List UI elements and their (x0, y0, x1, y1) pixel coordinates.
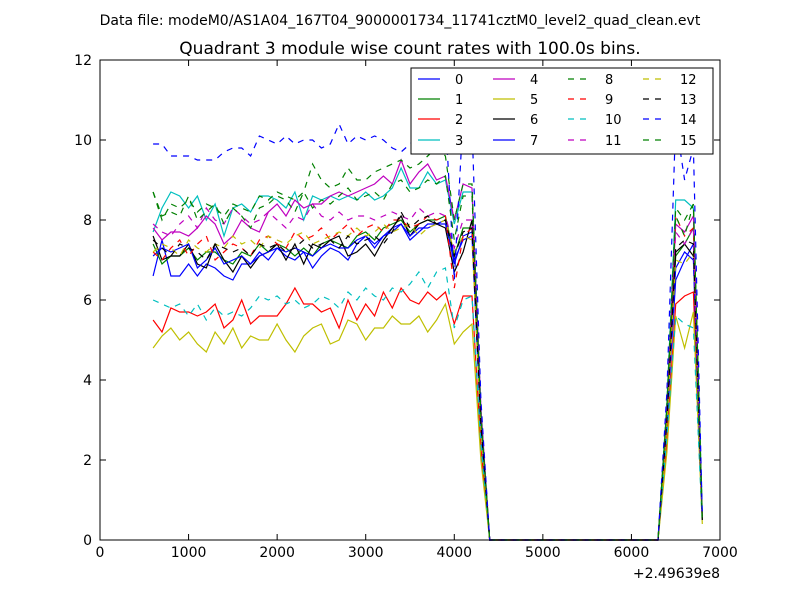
x-tick-label: 4000 (436, 545, 472, 561)
y-tick-label: 0 (83, 533, 92, 549)
legend-box (410, 67, 714, 155)
legend-label-10: 10 (605, 113, 622, 128)
x-tick-label: 2000 (259, 545, 295, 561)
legend-label-3: 3 (455, 134, 463, 149)
series-line-12 (152, 219, 703, 541)
y-tick-label: 4 (83, 373, 92, 389)
legend-label-11: 11 (605, 134, 622, 149)
chart-title: Quadrant 3 module wise count rates with … (179, 39, 640, 59)
y-tick-label: 10 (74, 133, 92, 149)
legend-label-13: 13 (680, 93, 697, 108)
legend-label-9: 9 (605, 93, 613, 108)
legend-label-4: 4 (530, 73, 538, 88)
x-tick-label: 7000 (702, 545, 738, 561)
y-tick-label: 2 (83, 453, 92, 469)
y-tick-label: 6 (83, 293, 92, 309)
x-tick-label: 6000 (614, 545, 650, 561)
legend-label-7: 7 (530, 134, 538, 149)
legend-label-2: 2 (455, 113, 463, 128)
y-tick-label: 8 (83, 213, 92, 229)
legend-label-6: 6 (530, 113, 538, 128)
legend-label-8: 8 (605, 73, 613, 88)
suptitle: Data file: modeM0/AS1A04_167T04_90000017… (100, 13, 701, 29)
legend-label-1: 1 (455, 93, 463, 108)
x-tick-label: 5000 (525, 545, 561, 561)
series-line-15 (152, 174, 703, 541)
x-offset-label: +2.49639e8 (633, 566, 720, 582)
y-tick-label: 12 (74, 53, 92, 69)
legend-label-12: 12 (680, 73, 697, 88)
x-tick-label: 3000 (348, 545, 384, 561)
legend-label-5: 5 (530, 93, 538, 108)
x-tick-label: 0 (96, 545, 105, 561)
x-tick-label: 1000 (171, 545, 207, 561)
legend-label-15: 15 (680, 134, 697, 149)
legend-label-0: 0 (455, 73, 463, 88)
legend-label-14: 14 (680, 113, 697, 128)
